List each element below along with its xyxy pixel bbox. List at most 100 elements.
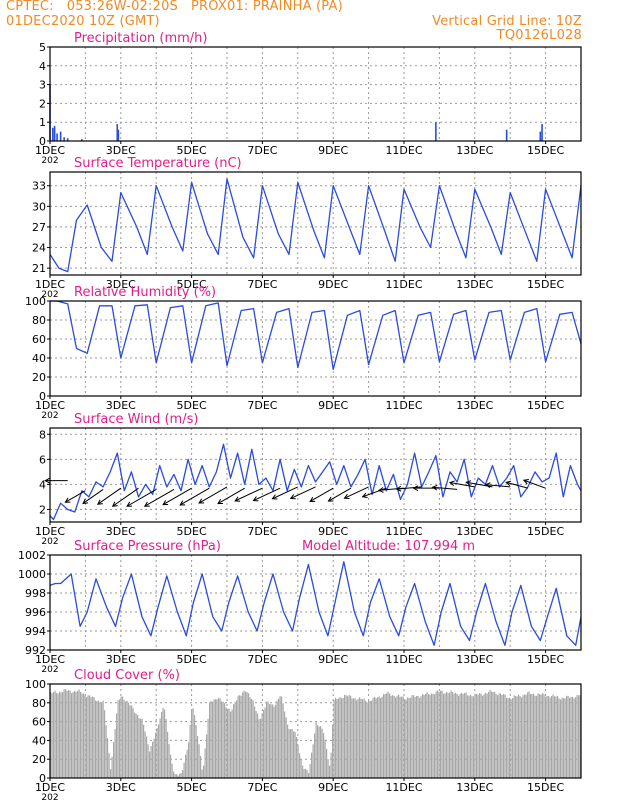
wind-vector-shaft xyxy=(126,488,157,507)
x-tick-label: 15DEC xyxy=(527,278,564,291)
panel-title: Relative Humidity (%) xyxy=(74,285,216,300)
precipitation-panel: 0 1 2 3 4 5 1DEC 3DEC 5DEC 7DEC 9DEC 11DEC 13DEC 15DE… xyxy=(35,31,582,166)
cloud-bar xyxy=(86,697,88,778)
cloud-bar xyxy=(98,700,100,778)
cloud-bar xyxy=(408,697,410,778)
y-tick-label: 4 xyxy=(39,478,46,491)
cloud-bar xyxy=(167,731,169,778)
cloud-bar xyxy=(311,752,313,778)
cloud-bar xyxy=(66,690,68,778)
wind-line xyxy=(49,443,582,521)
cloud-bar xyxy=(369,700,371,778)
cloud-bar xyxy=(191,709,193,778)
cloud-bar xyxy=(263,709,265,778)
cloud-bar xyxy=(486,693,488,778)
cloud-bar xyxy=(555,696,557,778)
cloud-bar xyxy=(225,707,227,778)
cloud-bar xyxy=(444,693,446,778)
x-tick-label: 15DEC xyxy=(527,653,564,666)
cloud-bar xyxy=(252,700,254,778)
cloud-bar xyxy=(482,695,484,778)
x-tick-label: 13DEC xyxy=(456,399,493,412)
wind-vector-shaft xyxy=(523,479,546,489)
wind-vector-shaft xyxy=(97,487,122,505)
wind-vector-arrow xyxy=(217,487,245,505)
panel-title: Surface Wind (m/s) xyxy=(74,412,198,427)
cloud-bar xyxy=(342,697,344,778)
cloud-bar xyxy=(134,712,136,778)
cloud-bar xyxy=(200,755,202,778)
cloud-bar xyxy=(93,697,95,778)
x-year-stub: 202 xyxy=(41,411,58,421)
cloud-bar xyxy=(95,700,97,778)
wind-vector-shaft xyxy=(328,487,352,502)
cloud-bar xyxy=(515,696,517,778)
wind-vector-shaft xyxy=(506,481,529,489)
wind-vector-arrow xyxy=(82,489,104,505)
y-tick-label: 60 xyxy=(32,716,46,729)
cloud-bar xyxy=(261,713,263,778)
cloud-bar xyxy=(507,697,509,778)
cloud-bar xyxy=(234,702,236,778)
x-year-stub: 202 xyxy=(41,665,58,675)
x-tick-label: 11DEC xyxy=(385,525,422,538)
y-tick-label: 40 xyxy=(32,352,46,365)
cloud-bar xyxy=(465,692,467,778)
cloud-bar xyxy=(314,733,316,778)
cloud-bar xyxy=(497,695,499,778)
cloud-bar xyxy=(509,697,511,778)
y-tick-label: 30 xyxy=(32,200,46,213)
pressure-line xyxy=(49,561,582,646)
cloud-bar xyxy=(189,724,191,778)
cloud-bar xyxy=(308,773,310,778)
cloud-bar xyxy=(104,710,106,778)
x-tick-label: 5DEC xyxy=(177,653,207,666)
wind-vector-head xyxy=(162,500,169,506)
run-date-header: 01DEC2020 10Z (GMT) xyxy=(6,14,160,29)
y-tick-label: 998 xyxy=(25,587,46,600)
wind-vector-arrow xyxy=(64,490,86,503)
cloud-bar xyxy=(372,697,374,778)
wind-vector-shaft xyxy=(290,486,316,499)
cloud-bar xyxy=(180,773,182,778)
cloud-bar xyxy=(116,713,118,778)
cloud-bar xyxy=(228,708,230,778)
cloud-bar xyxy=(357,699,359,778)
cloud-bar xyxy=(477,694,479,778)
cloud-bar xyxy=(251,698,253,778)
x-tick-label: 5DEC xyxy=(177,781,207,794)
cloud-bar xyxy=(527,692,529,778)
cloud-bar xyxy=(162,707,164,778)
cloud-bar xyxy=(92,696,94,778)
cloud-bar xyxy=(318,726,320,778)
humidity-line xyxy=(50,300,582,371)
wind-vector-head xyxy=(126,501,133,507)
cloud-bar xyxy=(144,731,146,778)
y-tick-label: 6 xyxy=(39,453,46,466)
cloud-bar xyxy=(84,695,86,778)
precip-bar xyxy=(53,125,56,141)
cloud-bar xyxy=(429,695,431,778)
cloud-bar xyxy=(107,738,109,778)
x-tick-label: 13DEC xyxy=(456,781,493,794)
wind-vector-head xyxy=(505,480,512,487)
cloud-bar xyxy=(410,697,412,778)
cloud-bar xyxy=(438,691,440,778)
cloud-bar xyxy=(476,693,478,778)
cloud-bar xyxy=(434,694,436,778)
cloud-bar xyxy=(348,694,350,778)
cloud-bar xyxy=(546,695,548,778)
cloud-bar xyxy=(149,751,151,778)
y-tick-label: 2 xyxy=(39,97,46,110)
station-header: CPTEC: 053:26W-02:20S PROX01: PRAINHA (P… xyxy=(6,0,343,14)
y-tick-label: 20 xyxy=(32,371,46,384)
cloud-bar xyxy=(563,698,565,778)
cloud-bar xyxy=(182,770,184,778)
panel-frame xyxy=(49,171,582,276)
wind-vector-arrow xyxy=(97,487,122,505)
y-tick-label: 40 xyxy=(32,734,46,747)
cloud-bar xyxy=(392,695,394,778)
cloud-bar xyxy=(206,734,208,778)
wind-vector-head xyxy=(465,480,472,486)
cloud-bar xyxy=(72,692,74,778)
